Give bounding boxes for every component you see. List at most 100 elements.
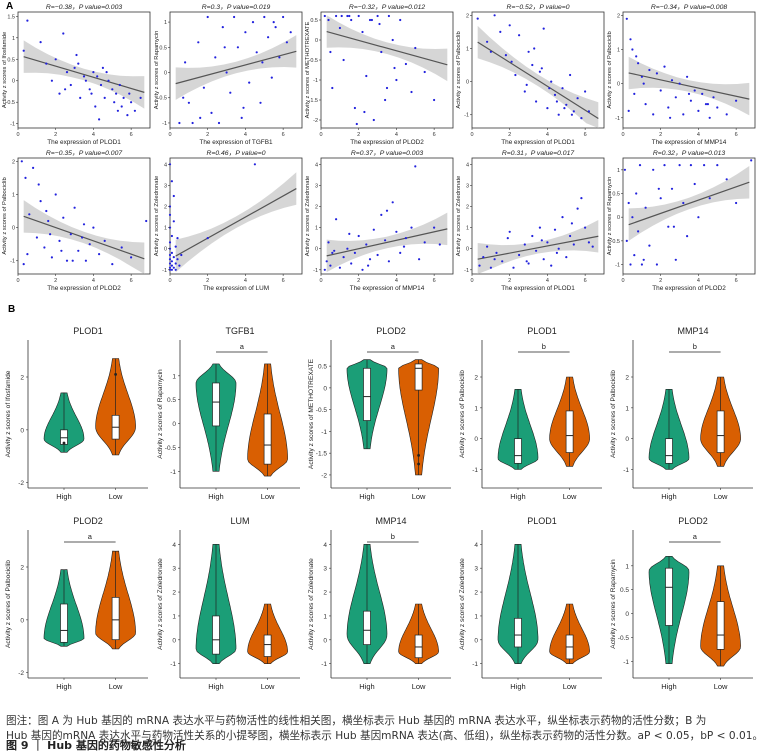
data-point xyxy=(580,117,583,120)
data-point xyxy=(418,258,421,261)
data-point xyxy=(716,164,719,167)
box xyxy=(514,438,522,464)
data-point xyxy=(638,164,642,167)
x-tick-label: 4 xyxy=(92,278,95,284)
y-tick-label: 0 xyxy=(20,427,24,434)
data-point xyxy=(385,209,389,212)
y-tick-label: 4 xyxy=(172,542,176,549)
data-point xyxy=(501,260,504,263)
y-tick-label: 4 xyxy=(323,542,327,549)
data-point xyxy=(69,233,72,236)
x-tick-label: High xyxy=(56,492,71,501)
data-point xyxy=(64,88,67,91)
y-tick-label: -1 xyxy=(10,259,15,265)
data-point xyxy=(495,251,498,254)
box xyxy=(212,382,220,427)
x-tick-label: Low xyxy=(412,682,426,691)
x-tick-label: 0 xyxy=(470,132,473,138)
data-point xyxy=(77,249,80,252)
data-point xyxy=(348,14,351,18)
data-point xyxy=(139,96,142,99)
y-tick-label: 0 xyxy=(625,436,629,443)
data-point xyxy=(75,53,78,57)
data-point xyxy=(184,61,187,64)
data-point xyxy=(637,62,640,65)
y-tick-label: 0 xyxy=(12,226,15,232)
x-tick-label: 6 xyxy=(735,278,738,284)
data-point xyxy=(703,164,706,167)
data-point xyxy=(199,116,202,119)
data-point xyxy=(489,50,492,53)
data-point xyxy=(385,86,389,90)
y-tick-label: 2 xyxy=(12,159,15,165)
scatter-panel-3: 0 2 4 6 -2 -1.5 -1 -0.5 0 0.5 R=−0.32，P value=0.01… xyxy=(305,4,454,146)
data-point xyxy=(363,110,366,114)
y-tick-label: -2 xyxy=(18,480,24,487)
data-point xyxy=(270,76,273,79)
chart-title: R=0.46，P value=0 xyxy=(206,150,265,157)
data-point xyxy=(133,109,136,112)
data-point xyxy=(478,264,481,267)
data-point xyxy=(433,226,436,229)
data-point xyxy=(387,260,390,263)
data-point xyxy=(523,243,526,246)
data-point xyxy=(525,83,528,86)
violin-panel-2: TGFB1 -1 -0.5 0 0.5 1 Activity z scores of Rap… xyxy=(157,326,300,501)
data-point xyxy=(380,50,383,54)
data-point xyxy=(105,71,108,74)
y-tick-label: 4 xyxy=(474,542,478,549)
y-tick-label: 1 xyxy=(474,613,478,620)
data-point xyxy=(538,70,542,73)
y-tick-label: 1 xyxy=(172,373,176,380)
x-tick-label: 6 xyxy=(584,132,587,138)
data-point xyxy=(508,24,511,27)
data-point xyxy=(514,73,517,77)
x-tick-label: 2 xyxy=(357,132,360,138)
data-point xyxy=(350,18,353,22)
data-point xyxy=(22,263,25,266)
significance-label: a xyxy=(391,342,396,351)
x-tick-label: Low xyxy=(563,492,577,501)
data-point xyxy=(20,160,23,163)
scatter-panel-10: 0 2 4 6 -1 -0.5 0 0.5 1 R=0.32，P value=0.013 The e… xyxy=(607,150,756,292)
box xyxy=(111,597,120,641)
data-point xyxy=(191,121,194,125)
data-point xyxy=(259,101,262,104)
x-tick-label: 4 xyxy=(244,278,247,284)
data-point xyxy=(423,70,426,74)
chart-title: R=−0.32，P value=0.012 xyxy=(349,4,425,11)
data-point xyxy=(223,46,226,49)
data-point xyxy=(370,18,373,22)
data-point xyxy=(678,82,681,85)
data-point xyxy=(187,101,190,104)
y-axis-label: Activity z scores of Palbociclib xyxy=(459,370,466,458)
data-point xyxy=(584,226,587,229)
data-point xyxy=(96,75,99,78)
trend-line xyxy=(175,188,297,257)
data-point xyxy=(542,27,545,30)
chart-title: MMP14 xyxy=(677,326,708,336)
data-point xyxy=(221,26,224,29)
y-tick-label: 1 xyxy=(625,563,629,570)
data-point xyxy=(372,228,375,231)
data-point xyxy=(486,40,489,43)
x-tick-label: 6 xyxy=(433,132,436,138)
y-axis-label: Activity z scores of METHOTREXATE xyxy=(308,358,315,469)
data-point xyxy=(45,62,48,65)
y-tick-label: -0.5 xyxy=(309,58,318,64)
data-point xyxy=(693,182,696,186)
data-point xyxy=(504,54,507,57)
y-tick-label: -1 xyxy=(313,268,318,274)
x-tick-label: 4 xyxy=(546,278,549,284)
data-point xyxy=(384,98,387,102)
y-tick-label: 0.5 xyxy=(318,364,327,371)
y-tick-label: 1 xyxy=(625,405,629,412)
x-tick-label: 6 xyxy=(282,278,285,284)
y-tick-label: 0 xyxy=(172,421,176,428)
data-point xyxy=(233,15,236,19)
data-point xyxy=(331,251,334,254)
y-tick-label: 1 xyxy=(164,20,167,26)
x-tick-label: High xyxy=(359,492,374,501)
data-point xyxy=(342,58,345,62)
data-point xyxy=(633,92,636,95)
